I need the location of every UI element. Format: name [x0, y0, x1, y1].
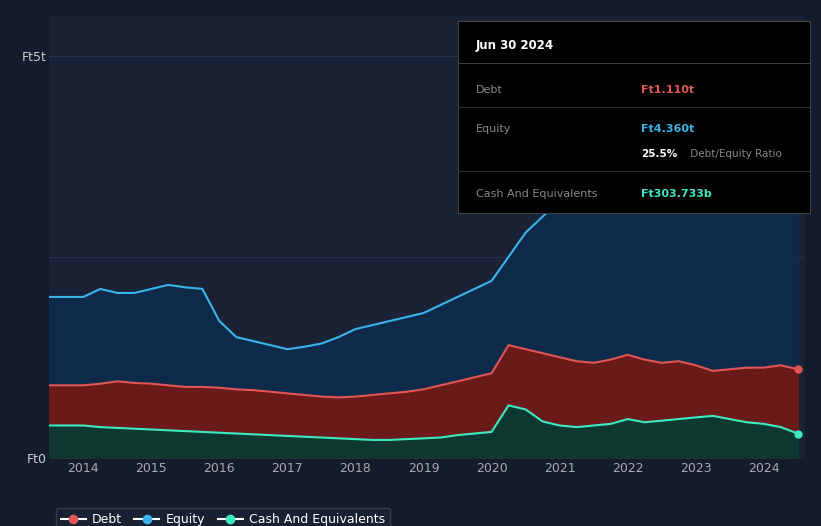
Text: Cash And Equivalents: Cash And Equivalents [475, 189, 597, 199]
Text: Ft303.733b: Ft303.733b [641, 189, 712, 199]
Legend: Debt, Equity, Cash And Equivalents: Debt, Equity, Cash And Equivalents [56, 508, 390, 526]
Text: Debt: Debt [475, 85, 502, 95]
Text: Ft1.110t: Ft1.110t [641, 85, 694, 95]
Text: Debt/Equity Ratio: Debt/Equity Ratio [686, 148, 782, 158]
Text: Equity: Equity [475, 124, 511, 134]
Text: Jun 30 2024: Jun 30 2024 [475, 39, 554, 53]
Text: Ft4.360t: Ft4.360t [641, 124, 694, 134]
Text: 25.5%: 25.5% [641, 148, 677, 158]
